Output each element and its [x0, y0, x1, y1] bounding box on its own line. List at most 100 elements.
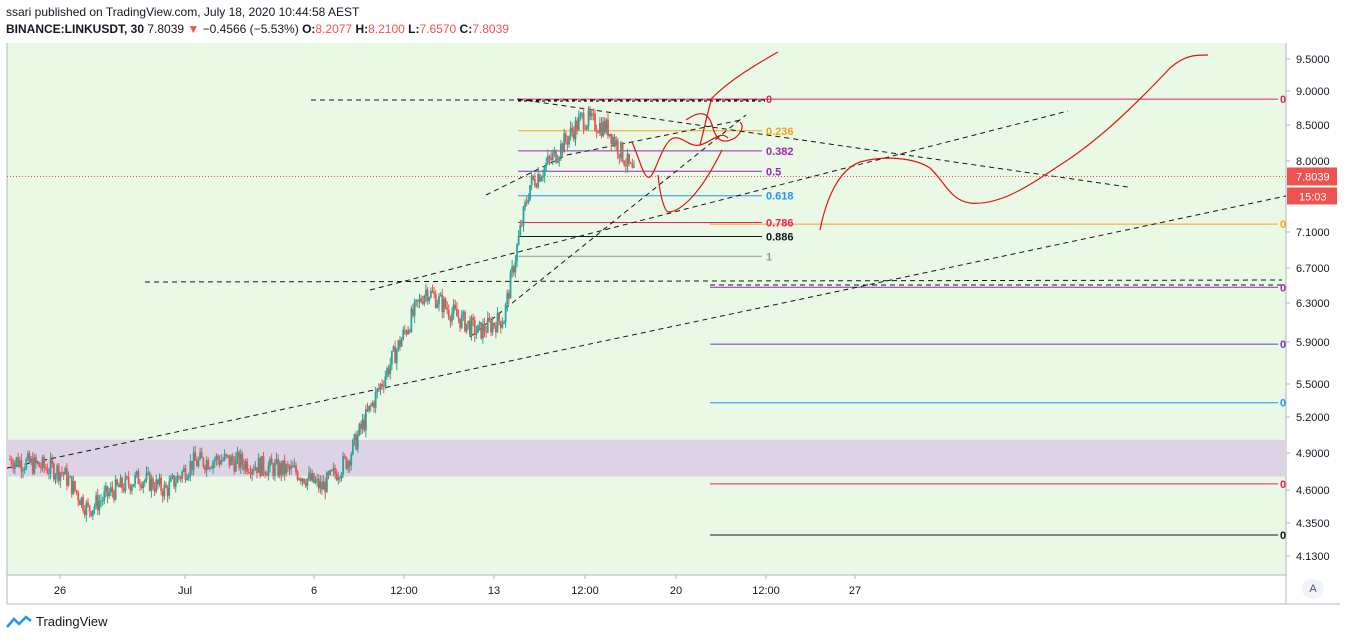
support-zone[interactable] — [7, 439, 1286, 477]
candle-body — [147, 472, 150, 474]
candle-body — [371, 402, 374, 406]
candle-body — [447, 309, 450, 318]
candle-body — [9, 459, 11, 461]
candle-body — [394, 346, 397, 364]
forecast-path[interactable] — [657, 149, 723, 213]
candle-body — [438, 296, 440, 305]
candle-body — [299, 478, 302, 482]
candle-body — [127, 477, 130, 485]
candle-body — [408, 330, 411, 332]
candle-body — [195, 460, 198, 467]
candle-body — [454, 304, 457, 309]
candle-body — [54, 475, 57, 480]
candle-body — [316, 478, 319, 481]
candle-body — [70, 476, 73, 495]
candle-body — [459, 318, 462, 328]
candle-body — [327, 472, 330, 475]
candle-body — [207, 460, 210, 470]
candle-body — [426, 289, 429, 301]
price-tick-label: 4.6000 — [1296, 485, 1330, 497]
candle-body — [525, 202, 528, 204]
candle-body — [36, 462, 39, 464]
candle-body — [582, 113, 585, 129]
time-tick-label: 27 — [849, 585, 861, 597]
price-tick-label: 9.0000 — [1296, 86, 1330, 98]
candle-body — [295, 465, 297, 473]
forecast-path[interactable] — [685, 113, 743, 142]
candle-body — [57, 465, 60, 481]
candle-body — [568, 136, 570, 145]
price-tag-label: 7.8039 — [1296, 171, 1330, 183]
candle-body — [488, 318, 491, 321]
candle-body — [379, 383, 382, 390]
candle-body — [13, 462, 16, 469]
candle-body — [576, 120, 579, 130]
candle-body — [585, 125, 588, 130]
forecast-path[interactable] — [631, 134, 729, 178]
candle-body — [519, 225, 522, 236]
plot-area[interactable] — [7, 43, 1286, 575]
candle-body — [72, 481, 75, 495]
candle-body — [25, 459, 28, 470]
candle-body — [509, 272, 512, 299]
price-tick-label: 5.9000 — [1296, 337, 1330, 349]
candle-body — [153, 488, 156, 492]
candle-body — [217, 455, 219, 460]
trendline[interactable] — [369, 110, 1069, 291]
candle-body — [286, 464, 289, 467]
trendline[interactable] — [144, 279, 1283, 283]
forecast-path[interactable] — [819, 54, 1209, 231]
candle-body — [134, 475, 137, 485]
candle-body — [555, 150, 557, 163]
trendline[interactable] — [485, 154, 568, 196]
candle-body — [629, 162, 632, 164]
candle-body — [423, 295, 426, 304]
candle-body — [12, 464, 15, 469]
candle-body — [444, 298, 447, 308]
candle-body — [457, 316, 460, 319]
candle-body — [186, 478, 189, 480]
candle-body — [160, 477, 163, 492]
candle-body — [361, 419, 364, 429]
candle-body — [626, 153, 629, 166]
candle-body — [405, 331, 408, 335]
forecast-path[interactable] — [699, 51, 779, 146]
tradingview-logo[interactable]: TradingView — [6, 614, 108, 629]
candle-body — [204, 466, 206, 471]
trendline[interactable] — [6, 195, 1287, 469]
candle-body — [363, 419, 366, 431]
candle-body — [280, 463, 283, 475]
candle-body — [348, 461, 351, 466]
candle-body — [535, 185, 538, 188]
fib2-level-label: 0 — [1280, 530, 1286, 542]
candle-body — [51, 459, 54, 465]
trendline[interactable] — [516, 98, 1129, 188]
candle-body — [537, 174, 540, 188]
countdown-tag — [1287, 187, 1337, 205]
candle-body — [564, 133, 567, 141]
candle-body — [597, 132, 600, 134]
candle-body — [598, 122, 601, 133]
candle-body — [122, 488, 125, 491]
candle-body — [330, 470, 333, 472]
candle-body — [61, 472, 63, 474]
auto-scale-button[interactable]: A — [1302, 579, 1324, 599]
high-label: H: — [355, 22, 369, 36]
candle-body — [506, 293, 509, 305]
publish-info: ssari published on TradingView.com, July… — [6, 5, 360, 19]
candle-body — [129, 484, 132, 491]
candle-body — [264, 472, 267, 475]
candle-body — [337, 477, 340, 480]
candle-body — [88, 505, 91, 512]
candle-body — [429, 290, 432, 298]
candle-body — [548, 156, 551, 158]
candle-body — [18, 460, 21, 467]
candle-body — [246, 461, 249, 472]
candle-body — [252, 469, 255, 471]
candle-body — [472, 317, 475, 321]
candle-body — [494, 325, 497, 333]
price-tick-label: 5.5000 — [1296, 379, 1330, 391]
candle-body — [624, 165, 627, 167]
high-value: 8.2100 — [368, 22, 405, 36]
